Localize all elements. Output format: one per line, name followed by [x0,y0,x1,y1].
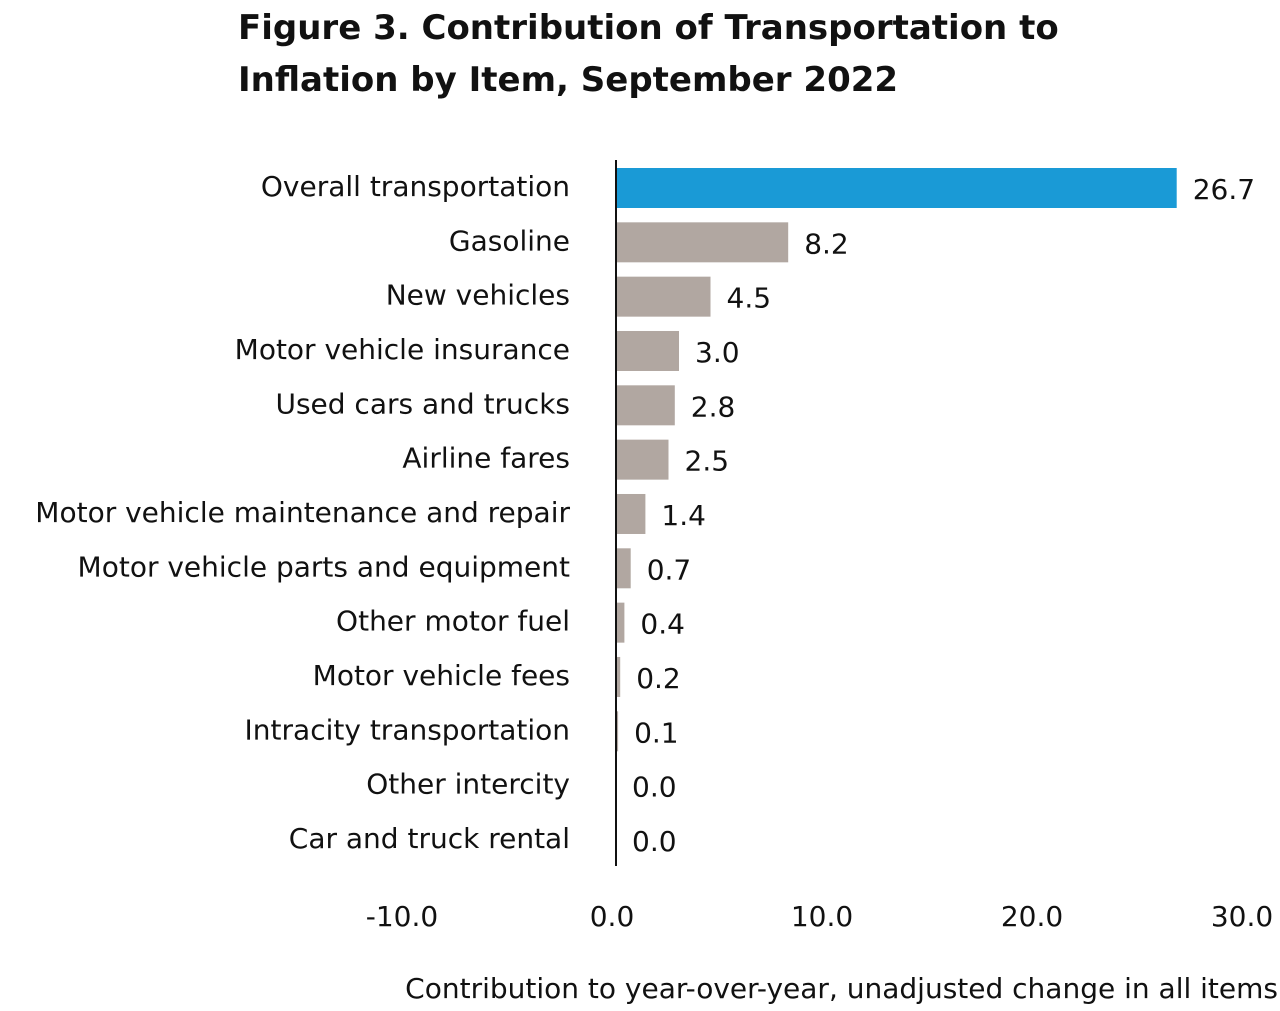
bar [616,602,625,643]
y-tick-label: Gasoline [449,224,570,257]
value-label: 8.2 [804,227,849,260]
y-tick-label: Overall transportation [261,170,570,203]
value-label: 1.4 [661,499,706,532]
value-label: 4.5 [727,282,772,315]
bar [616,548,631,589]
y-tick-label: Car and truck rental [289,822,570,855]
value-label: 2.8 [691,390,736,423]
y-tick-label: Motor vehicle parts and equipment [78,550,570,583]
x-tick-label: 30.0 [1211,900,1273,933]
y-tick-label: Airline fares [402,442,570,475]
y-tick-label: Intracity transportation [245,713,570,746]
value-label: 0.0 [632,825,677,858]
y-tick-label: Motor vehicle maintenance and repair [35,496,570,529]
y-tick-label: Other intercity [366,768,570,801]
y-tick-label: Other motor fuel [336,605,570,638]
value-label: 0.4 [640,608,685,641]
value-label: 26.7 [1193,173,1255,206]
y-tick-label: Motor vehicle fees [313,659,570,692]
y-tick-label: Used cars and trucks [275,387,570,420]
x-tick-label: 20.0 [1001,900,1063,933]
chart-title: Figure 3. Contribution of Transportation… [238,8,1059,100]
bar [616,439,669,480]
bar [616,168,1177,208]
bar [616,493,646,534]
x-tick-label: 0.0 [590,900,635,933]
value-label: 0.1 [634,716,679,749]
bar [616,711,619,752]
x-axis-label: Contribution to year-over-year, unadjust… [405,972,1278,1005]
value-label: 0.7 [647,553,692,586]
y-tick-label: Motor vehicle insurance [235,333,570,366]
bar [616,656,621,697]
value-label: 3.0 [695,336,740,369]
y-tick-label: New vehicles [386,279,570,312]
x-tick-label: 10.0 [791,900,853,933]
bar [616,385,675,426]
bar [616,276,711,317]
value-label: 0.2 [636,662,681,695]
bar [616,222,789,263]
value-label: 2.5 [685,445,730,478]
value-label: 0.0 [632,771,677,804]
x-tick-label: -10.0 [366,900,438,933]
bar [616,330,679,371]
